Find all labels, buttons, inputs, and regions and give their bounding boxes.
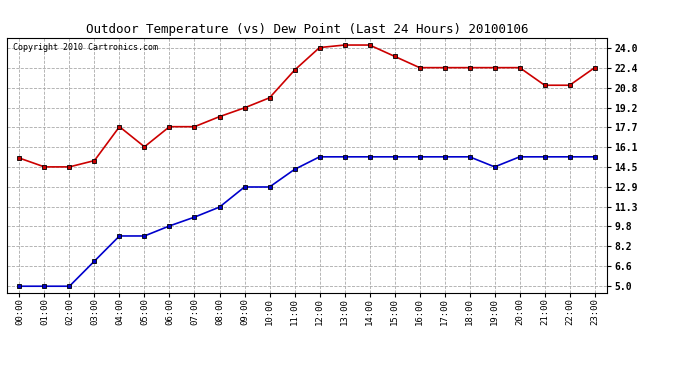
Text: Copyright 2010 Cartronics.com: Copyright 2010 Cartronics.com: [13, 43, 158, 52]
Title: Outdoor Temperature (vs) Dew Point (Last 24 Hours) 20100106: Outdoor Temperature (vs) Dew Point (Last…: [86, 23, 529, 36]
